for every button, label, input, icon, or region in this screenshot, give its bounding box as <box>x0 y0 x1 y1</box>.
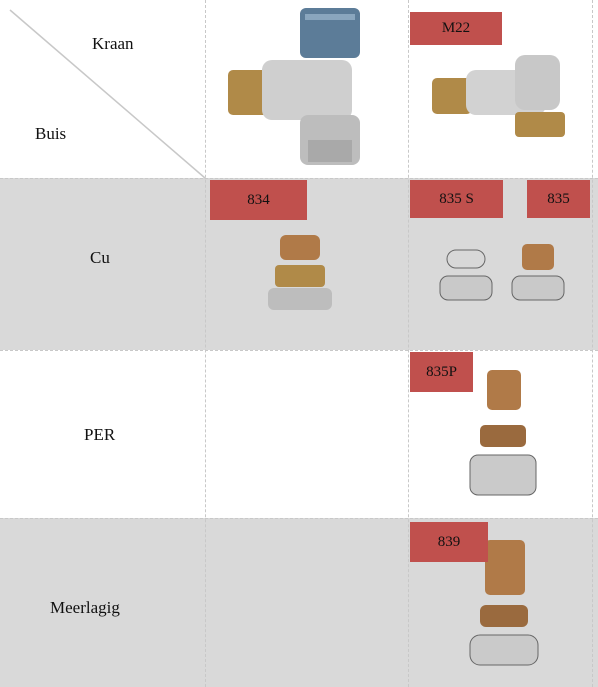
row-label: PER <box>84 425 116 444</box>
code-tag: 835 S <box>410 180 503 218</box>
angle-valve-image <box>432 55 565 137</box>
fitting-image <box>439 244 565 301</box>
column-divider <box>592 0 593 687</box>
fitting-image <box>268 235 332 310</box>
code-tag: 835 <box>527 180 590 218</box>
row-divider <box>0 350 598 351</box>
valve-image <box>228 8 360 165</box>
fitting-image <box>469 540 539 666</box>
column-header: Kraan <box>92 34 134 53</box>
row-label: Meerlagig <box>50 598 120 617</box>
column-divider <box>205 0 206 687</box>
code-tag: 834 <box>210 180 307 220</box>
row-header: Buis <box>35 124 67 143</box>
column-divider <box>408 0 409 687</box>
code-tag: M22 <box>410 12 502 45</box>
row-divider <box>0 518 598 519</box>
row-label: Cu <box>90 248 110 267</box>
fitting-image <box>469 370 537 496</box>
diagonal <box>9 9 206 179</box>
code-tag: 839 <box>410 522 488 562</box>
row-divider <box>0 178 598 179</box>
code-tag: 835P <box>410 352 473 392</box>
